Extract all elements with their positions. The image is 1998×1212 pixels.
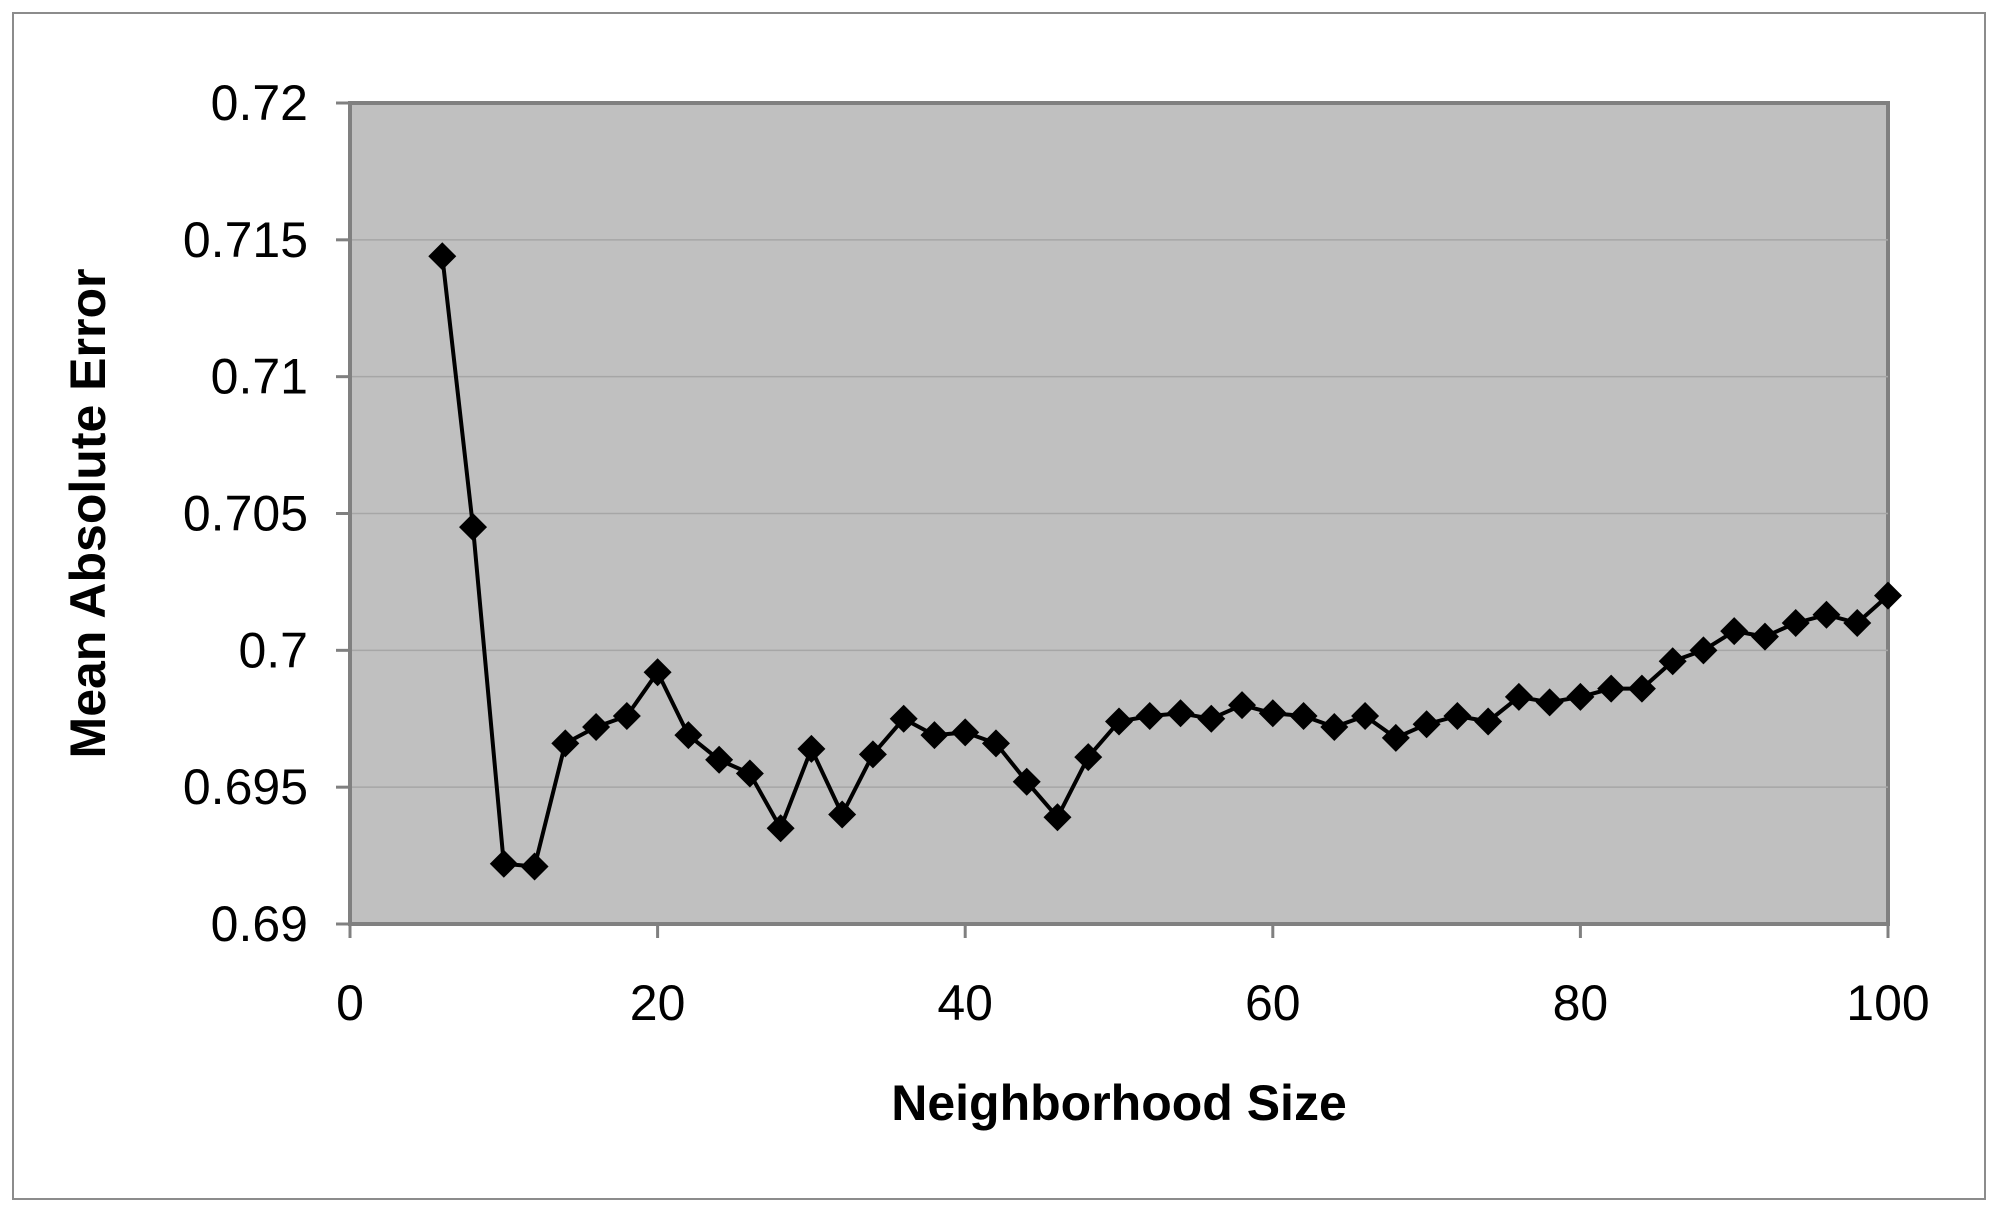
data-point [1750,622,1779,651]
data-point [1689,636,1718,665]
data-point [1720,617,1749,646]
y-tick-label: 0.72 [211,75,308,131]
x-axis-title: Neighborhood Size [891,1075,1347,1131]
data-point [612,702,641,731]
data-point [889,704,918,733]
data-point [1258,699,1287,728]
data-point [1105,707,1133,736]
y-axis-title: Mean Absolute Error [60,269,116,759]
x-tick-labels: 0 20 40 60 80 100 [336,975,1930,1031]
data-point [1197,704,1226,733]
data-point [735,759,764,788]
data-point [705,745,734,774]
data-point [1781,608,1810,637]
data-point [1597,674,1626,703]
y-tick-label: 0.7 [238,622,308,678]
data-point [1843,608,1872,637]
data-point [520,852,549,881]
data-point [1627,674,1656,703]
y-tick-label: 0.71 [211,349,308,405]
data-point [1351,702,1380,731]
data-point [1043,803,1072,832]
data-point [551,729,580,758]
data-point [489,849,518,878]
y-tick-label: 0.695 [183,759,308,815]
x-tick-label: 60 [1245,975,1301,1031]
x-tick-label: 0 [336,975,364,1031]
y-tick-label: 0.69 [211,896,308,952]
gridlines [350,239,1888,788]
data-point [1012,767,1041,796]
y-tick-label: 0.715 [183,212,308,268]
data-point [1535,688,1564,717]
data-point [920,721,949,750]
data-point [1658,647,1687,676]
data-point [1412,710,1441,739]
data-point [1443,702,1472,731]
data-point [766,814,795,843]
data-point [582,712,611,741]
series-layer [428,242,1902,881]
data-point [643,658,672,687]
data-point [428,242,457,271]
data-point [1135,702,1164,731]
data-point [674,721,703,750]
data-point [1504,682,1533,711]
y-tick-label: 0.705 [183,486,308,542]
data-point [858,740,887,769]
data-point [1228,691,1257,720]
data-point [1874,581,1902,610]
data-point [1812,600,1841,629]
data-point [1074,743,1103,772]
x-tick-label: 100 [1846,975,1929,1031]
x-tick-label: 80 [1553,975,1609,1031]
x-tick-label: 40 [937,975,993,1031]
data-point [981,729,1010,758]
y-tick-labels: 0.69 0.695 0.7 0.705 0.71 0.715 0.72 [183,75,308,952]
x-tick-label: 20 [630,975,686,1031]
data-point [951,718,980,747]
data-point [1566,682,1595,711]
data-point [1166,699,1195,728]
axes [336,101,1890,938]
data-point [1289,702,1318,731]
data-point [459,513,488,542]
data-point [1320,712,1349,741]
data-point [1474,707,1503,736]
data-point [797,734,826,763]
data-point [1381,723,1410,752]
data-point [828,800,857,829]
